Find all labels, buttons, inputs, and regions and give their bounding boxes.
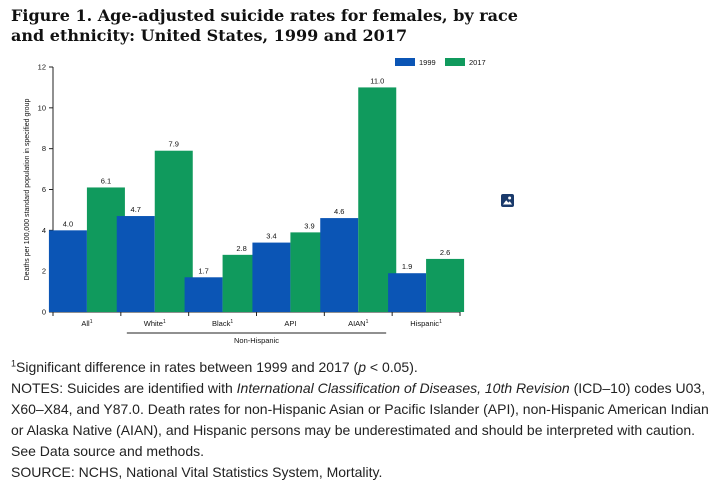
footnote-end: < 0.05).: [366, 359, 418, 375]
notes-prefix: NOTES: Suicides are identified with: [11, 380, 237, 396]
footnote-p: p: [358, 359, 367, 375]
bar: [116, 216, 155, 312]
y-tick-label: 10: [38, 103, 46, 112]
y-tick-label: 2: [42, 267, 46, 276]
bar-data-label: 11.0: [370, 76, 384, 85]
legend-label: 2017: [469, 58, 486, 67]
x-category-superscript: 1: [90, 319, 93, 325]
legend-swatch: [445, 58, 465, 66]
x-category-superscript: 1: [230, 319, 233, 325]
y-tick-label: 4: [42, 226, 46, 235]
bar: [426, 258, 465, 312]
notes-paragraph: NOTES: Suicides are identified with Inte…: [11, 378, 711, 462]
x-category-superscript: 1: [439, 319, 442, 325]
x-category-label: AIAN1: [348, 319, 369, 328]
bar-data-label: 1.9: [402, 262, 412, 271]
y-tick-label: 0: [42, 308, 46, 317]
bar-data-label: 4.7: [131, 205, 141, 214]
x-category-label: Black1: [212, 319, 233, 328]
bar-data-label: 3.9: [304, 221, 314, 230]
figure-notes: 1Significant difference in rates between…: [11, 357, 711, 483]
image-icon[interactable]: [501, 194, 514, 207]
bar: [320, 218, 359, 312]
source-line: SOURCE: NCHS, National Vital Statistics …: [11, 464, 383, 480]
x-category-superscript: 1: [366, 319, 369, 325]
bar: [48, 230, 87, 312]
notes-icd-title: International Classification of Diseases…: [236, 380, 570, 396]
y-tick-label: 6: [42, 185, 46, 194]
x-category-label: Hispanic1: [410, 319, 442, 328]
bar-data-label: 6.1: [101, 176, 111, 185]
figure-title-line-2: and ethnicity: United States, 1999 and 2…: [11, 26, 408, 45]
x-category-label: White1: [144, 319, 166, 328]
legend-label: 1999: [419, 58, 436, 67]
y-tick-label: 12: [38, 63, 46, 72]
x-category-label: All1: [81, 319, 92, 328]
bar: [252, 242, 291, 312]
bar-data-label: 2.6: [440, 248, 450, 257]
bar-data-label: 2.8: [236, 244, 246, 253]
bar: [388, 273, 427, 312]
bar-data-label: 3.4: [266, 232, 276, 241]
footnote-text: Significant difference in rates between …: [16, 359, 359, 375]
notes-rest: (ICD–10) codes U03, X60–X84, and Y87.0. …: [11, 380, 709, 459]
figure-title-line-1: Figure 1. Age-adjusted suicide rates for…: [11, 6, 518, 25]
y-axis-label: Deaths per 100,000 standard population i…: [24, 99, 31, 281]
footnote-marker: 1: [11, 358, 17, 369]
bar-chart: 0 2 4 6 8 10 12 Deaths per 100,000 standard pop…: [24, 58, 486, 345]
bar-data-label: 4.6: [334, 207, 344, 216]
y-tick-label: 8: [42, 144, 46, 153]
footnote: 1Significant difference in rates between…: [11, 357, 711, 378]
legend-swatch: [395, 58, 415, 66]
bar-data-label: 7.9: [169, 140, 179, 149]
x-category-label: API: [284, 319, 296, 328]
group-label: Non-Hispanic: [234, 336, 279, 345]
x-category-superscript: 1: [163, 319, 166, 325]
figure-title: Figure 1. Age-adjusted suicide rates for…: [11, 6, 531, 46]
bar-data-label: 1.7: [198, 266, 208, 275]
bar-data-label: 4.0: [63, 219, 73, 228]
bar: [184, 277, 223, 312]
